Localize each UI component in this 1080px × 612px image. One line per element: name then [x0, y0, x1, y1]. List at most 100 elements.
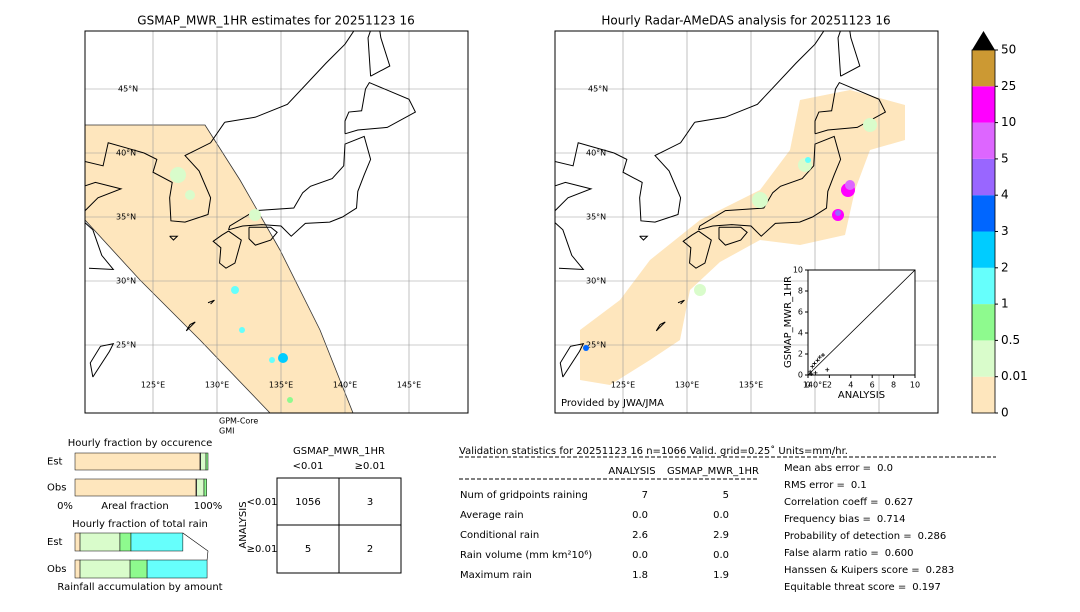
score-label: Mean abs error =	[784, 463, 871, 474]
lat-label: 40°N	[586, 149, 606, 158]
colorbar-label: 25	[1001, 79, 1016, 93]
score-label: Frequency bias =	[784, 514, 871, 525]
table-cell: 0.0	[713, 510, 729, 521]
lon-label: 130°E	[675, 381, 699, 390]
scatter-point	[813, 370, 818, 375]
stats-header: Validation statistics for 20251123 16 n=…	[459, 445, 848, 457]
coastline	[207, 299, 215, 305]
lat-label: 25°N	[586, 341, 606, 350]
coastline	[85, 181, 123, 271]
rain-patch	[239, 327, 245, 333]
row-label: Conditional rain	[460, 530, 539, 541]
coastline	[555, 121, 696, 223]
table-cell: 1.8	[632, 570, 648, 581]
bar-segment	[205, 452, 209, 471]
axis-label: Areal fraction	[101, 501, 168, 512]
colorbar-bin	[972, 267, 995, 305]
rain-patch	[278, 353, 288, 363]
score-label: Hanssen & Kuipers score =	[784, 565, 920, 576]
score-value: 0.286	[918, 531, 947, 542]
map: 45°N 40°N 35°N 30°N 25°N 125°E 130°E 135°E 140°E…	[85, 31, 468, 413]
lon-label: 135°E	[269, 381, 293, 390]
rain-patch	[845, 180, 855, 190]
lon-label: 135°E	[739, 381, 763, 390]
coastline	[367, 31, 391, 77]
score-label: False alarm ratio =	[784, 548, 879, 559]
coastline	[89, 343, 115, 378]
connector	[182, 532, 209, 561]
score: Frequency bias = 0.714	[784, 514, 906, 525]
coastline	[185, 321, 196, 332]
satellite-note: GMI	[219, 427, 234, 436]
table-cell: 0.0	[632, 550, 648, 561]
map-title: GSMAP_MWR_1HR estimates for 20251123 16	[137, 14, 414, 28]
colorbar-bin	[972, 304, 995, 341]
coastline	[837, 31, 861, 77]
table-cell: 5	[723, 490, 729, 501]
score: Equitable threat score = 0.197	[784, 582, 941, 593]
lat-label: 35°N	[116, 213, 136, 222]
row-label: Maximum rain	[460, 570, 532, 581]
y-tick-label: 4	[798, 329, 803, 338]
rain-patch	[805, 157, 811, 163]
colorbar-bin	[972, 122, 995, 159]
bar-segment	[196, 478, 205, 497]
score: False alarm ratio = 0.600	[784, 548, 913, 559]
coastline	[555, 181, 593, 271]
panel-title: Hourly fraction by occurence	[68, 438, 212, 449]
x-tick-label: 0	[805, 381, 810, 390]
y-tick-label: 2	[798, 350, 803, 359]
y-tick-label: 6	[798, 308, 803, 317]
colorbar-bin	[972, 158, 995, 196]
bar-segment	[74, 532, 81, 552]
score: Probability of detection = 0.286	[784, 531, 946, 542]
table-cell: 2.9	[713, 530, 729, 541]
colorbar-bin	[972, 195, 995, 232]
rain-patch	[287, 397, 293, 403]
lat-label: 25°N	[116, 341, 136, 350]
x-axis-label: ANALYSIS	[838, 390, 885, 401]
coastline	[718, 226, 748, 246]
colorbar-label: 5	[1001, 151, 1009, 165]
bar-segment	[200, 452, 207, 471]
x-tick-label: 8	[891, 381, 896, 390]
scatter-point	[817, 355, 822, 360]
category-label: Obs	[47, 483, 66, 494]
colorbar-bin	[972, 86, 995, 123]
coastline	[655, 321, 666, 332]
rain-patch	[752, 192, 768, 208]
coastline	[224, 31, 355, 123]
coastline	[694, 31, 825, 123]
score: Mean abs error = 0.0	[784, 463, 893, 474]
table-cell: 5	[305, 544, 311, 555]
scatter-point	[808, 369, 813, 374]
score-value: 0.714	[877, 514, 906, 525]
table-cell: 3	[367, 497, 373, 508]
score-label: Correlation coeff =	[784, 497, 879, 508]
colorbar-bin	[972, 231, 995, 268]
rain-patch	[231, 286, 239, 294]
colorbar-bin	[972, 50, 995, 87]
axis-label: 0%	[57, 501, 73, 512]
score-value: 0.0	[877, 463, 893, 474]
coastline	[559, 343, 585, 378]
category-label: Obs	[47, 564, 66, 575]
lat-label: 30°N	[586, 277, 606, 286]
lat-label: 40°N	[116, 149, 136, 158]
score-value: 0.283	[926, 565, 955, 576]
colorbar-label: 2	[1001, 260, 1009, 274]
colorbar-label: 3	[1001, 224, 1009, 238]
panel-footer: Rainfall accumulation by amount	[57, 582, 222, 593]
table-cell: 2.6	[632, 530, 648, 541]
rain-patch	[249, 209, 261, 221]
row-label: Num of gridpoints raining	[460, 490, 588, 501]
bar-segment	[79, 559, 131, 579]
colorbar-label: 10	[1001, 115, 1016, 129]
panel-title: Hourly fraction of total rain	[72, 519, 208, 530]
rain-patch	[170, 167, 186, 183]
score: RMS error = 0.1	[784, 480, 867, 491]
coastline	[212, 230, 242, 269]
colorbar-label: 0.01	[1001, 369, 1028, 383]
lat-label: 45°N	[588, 85, 608, 94]
